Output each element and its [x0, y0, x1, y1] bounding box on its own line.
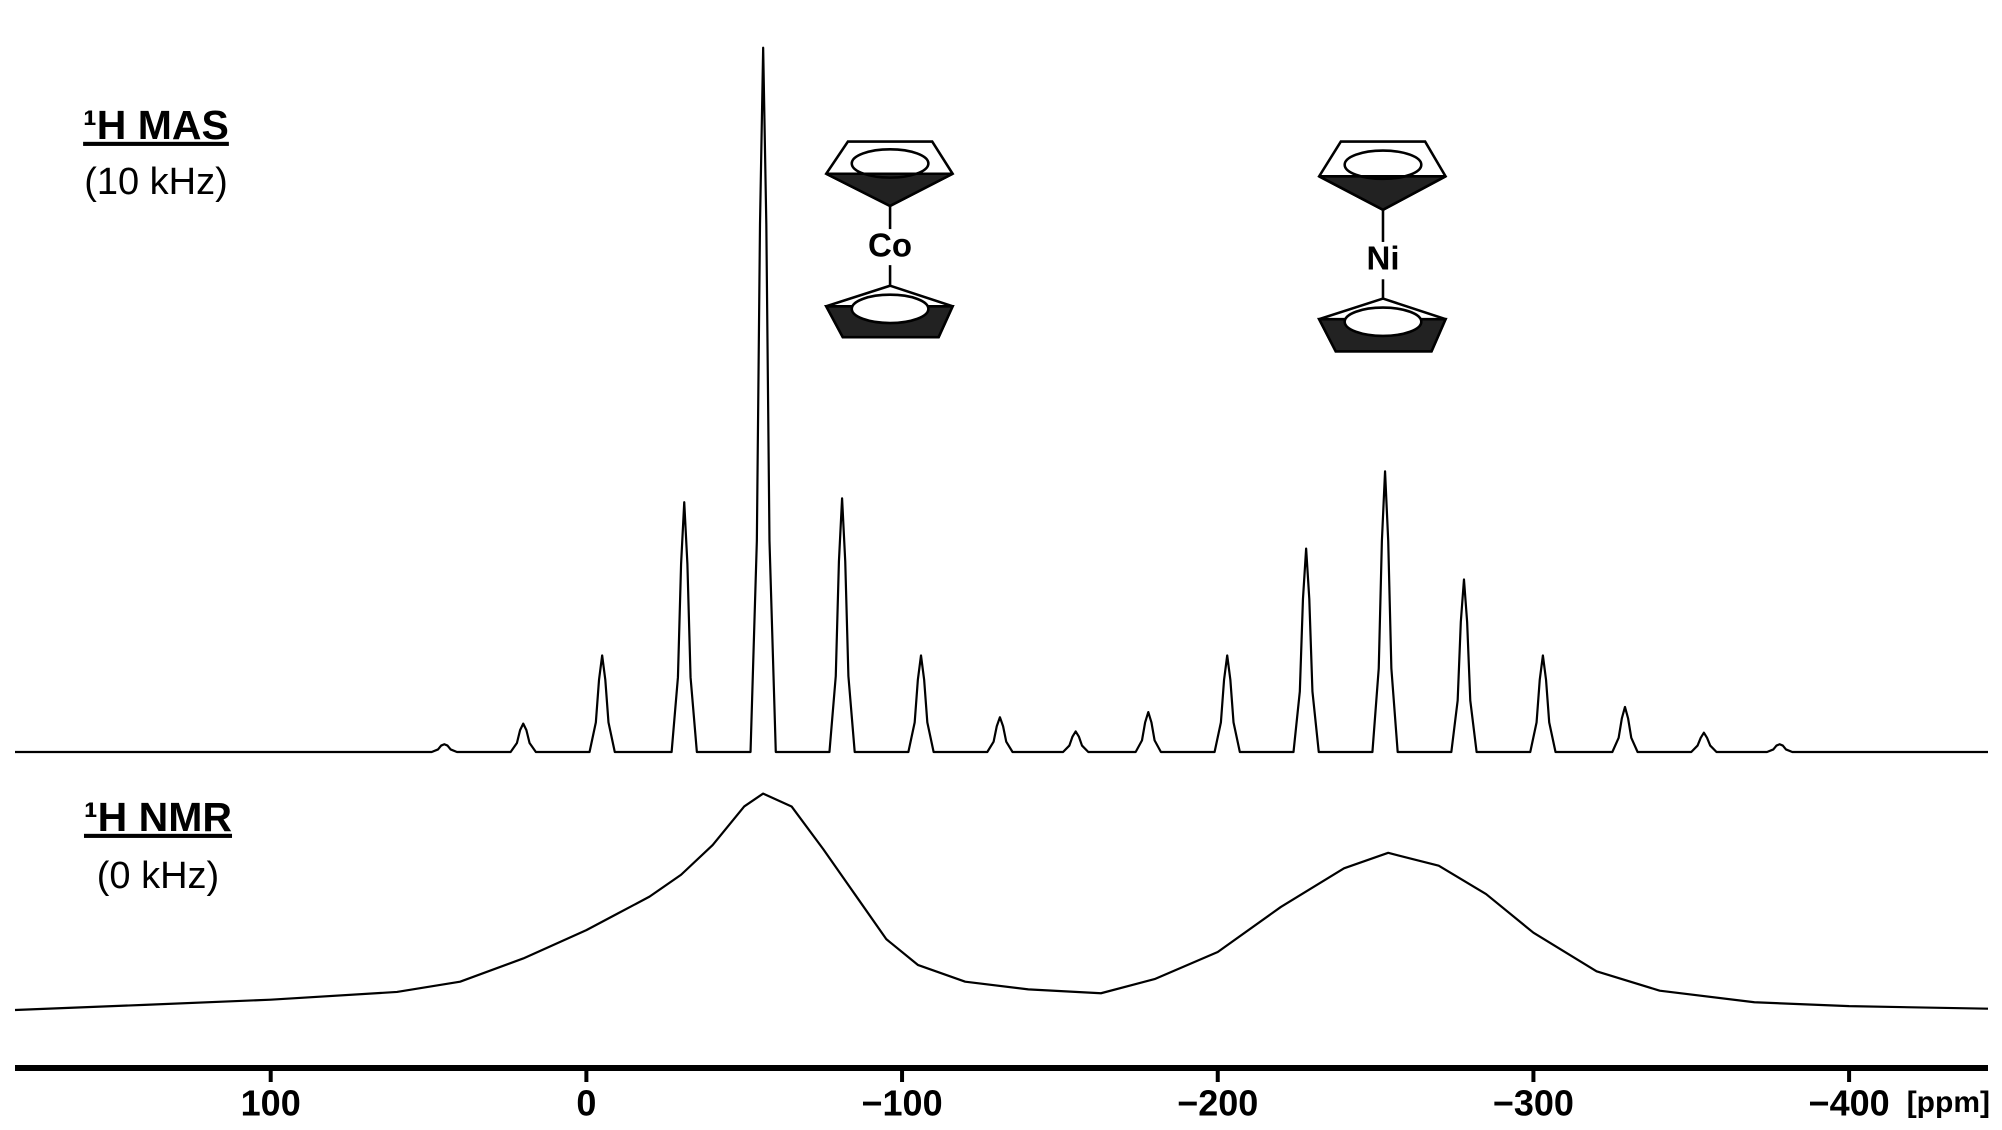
x-tick-label: −300: [1493, 1083, 1574, 1124]
x-tick-label: −400: [1809, 1083, 1890, 1124]
panel-title: ¹H MAS: [83, 102, 229, 148]
spectrum-line: [15, 46, 1988, 754]
panel-subtitle: (0 kHz): [97, 855, 219, 897]
cobaltocene: [824, 140, 955, 339]
x-tick-label: 100: [241, 1083, 301, 1124]
annotation: Co: [868, 227, 912, 264]
x-tick-label: −200: [1177, 1083, 1258, 1124]
x-tick-label: −100: [862, 1083, 943, 1124]
spectrum-line: [14, 792, 1989, 1012]
panel-title: ¹H NMR: [84, 794, 232, 840]
nickelocene: [1317, 140, 1448, 353]
panel-subtitle: (10 kHz): [84, 161, 228, 203]
x-tick-label: 0: [576, 1083, 596, 1124]
annotation: Ni: [1367, 240, 1400, 277]
x-axis-label: [ppm]: [1907, 1086, 1990, 1119]
molecule-structures: [824, 140, 1448, 353]
